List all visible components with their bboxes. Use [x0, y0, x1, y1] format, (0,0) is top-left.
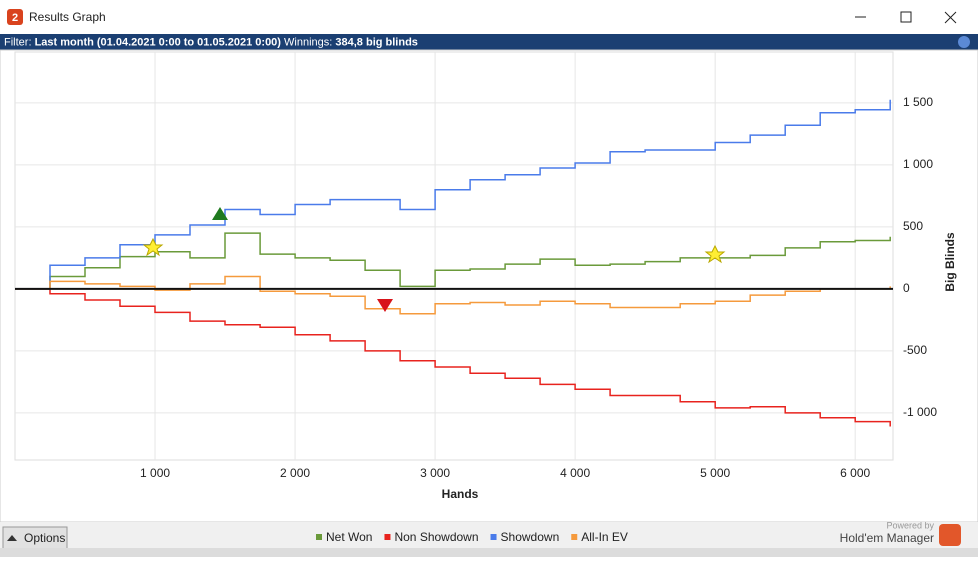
legend-label: Non Showdown	[394, 530, 478, 544]
y-tick-label: 1 500	[903, 95, 933, 109]
series-line	[15, 232, 891, 290]
legend-label: Net Won	[326, 530, 372, 544]
low-marker	[377, 299, 393, 312]
y-tick-label: 1 000	[903, 157, 933, 171]
legend-label: Showdown	[501, 530, 560, 544]
filter-value: Last month (01.04.2021 0:00 to 01.05.202…	[35, 36, 282, 48]
window-title: Results Graph	[29, 10, 106, 24]
legend: Net Won Non Showdown Showdown All-In EV	[316, 530, 628, 544]
legend-swatch	[490, 534, 497, 540]
footer-bar	[0, 522, 978, 548]
plot-border	[14, 51, 894, 461]
filter-label: Filter:	[4, 36, 32, 48]
star-marker	[142, 237, 164, 257]
x-tick-label: 1 000	[140, 466, 170, 480]
app-icon-glyph: 2	[12, 12, 18, 24]
close[interactable]	[944, 11, 957, 24]
x-axis-label: Hands	[442, 487, 479, 501]
app-icon	[7, 9, 23, 25]
winnings-label: Winnings:	[284, 36, 332, 48]
maximize[interactable]	[900, 11, 912, 23]
y-axis-label: Big Blinds	[943, 232, 957, 292]
powered-by: Powered by	[886, 520, 934, 530]
x-tick-label: 5 000	[700, 466, 730, 480]
legend-label: All-In EV	[581, 530, 628, 544]
x-tick-label: 3 000	[420, 466, 450, 480]
series-line	[15, 99, 891, 290]
chart-area	[0, 49, 978, 523]
x-tick-label: 4 000	[560, 466, 590, 480]
y-tick-label: 500	[903, 219, 923, 233]
winnings-value: 384,8 big blinds	[335, 36, 418, 48]
brand: Hold'em Manager	[840, 531, 934, 545]
high-marker	[212, 207, 228, 220]
x-tick-label: 6 000	[840, 466, 870, 480]
legend-swatch	[384, 534, 391, 540]
filter-text: Filter: Last month (01.04.2021 0:00 to 0…	[4, 36, 418, 48]
x-tick-label: 2 000	[280, 466, 310, 480]
filter-bar	[0, 34, 978, 50]
legend-swatch	[571, 534, 578, 540]
series-line	[15, 288, 891, 427]
star-marker	[704, 244, 726, 264]
y-tick-label: -500	[903, 343, 927, 357]
legend-swatch	[316, 534, 322, 540]
series-line	[15, 275, 891, 315]
help-icon[interactable]	[958, 36, 970, 48]
brand-icon	[939, 524, 961, 546]
options-arrow	[7, 535, 17, 541]
y-tick-label: 0	[903, 281, 910, 295]
y-tick-label: -1 000	[903, 405, 937, 419]
options-label: Options	[24, 531, 65, 545]
plot	[15, 52, 893, 460]
background-strip	[0, 548, 978, 557]
